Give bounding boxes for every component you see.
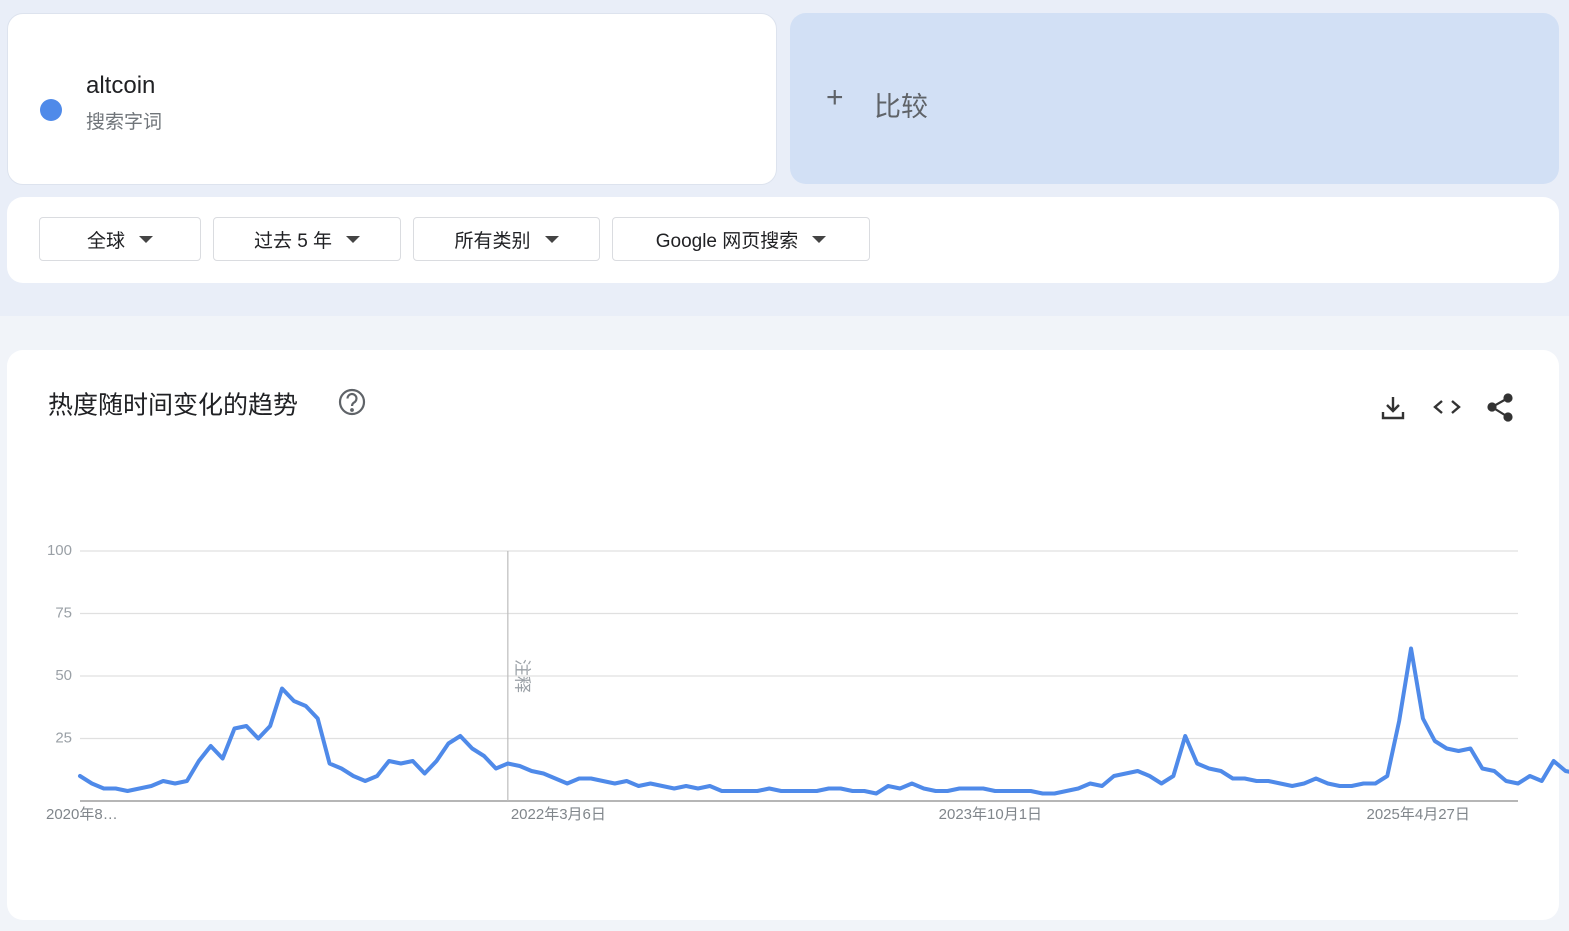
filter-region[interactable]: 全球 bbox=[39, 217, 201, 261]
trend-line bbox=[78, 646, 1569, 796]
y-tick-label: 50 bbox=[55, 667, 72, 684]
filter-text: Google 网页搜索 bbox=[655, 230, 799, 252]
y-tick-label: 25 bbox=[55, 729, 72, 746]
x-tick-label: 2020年8… bbox=[46, 806, 118, 823]
compare-label: 比较 bbox=[874, 92, 928, 122]
help-icon[interactable] bbox=[338, 388, 366, 416]
caret bbox=[812, 235, 827, 243]
filter-time[interactable]: 过去 5 年 bbox=[213, 217, 401, 261]
filter-text: 所有类别 bbox=[454, 230, 531, 252]
filter-text: 过去 5 年 bbox=[253, 230, 333, 252]
term-dot bbox=[40, 99, 62, 121]
x-tick-label: 2025年4月27日 bbox=[1367, 806, 1470, 823]
x-tick-label: 2023年10月1日 bbox=[939, 806, 1042, 823]
y-tick-label: 75 bbox=[55, 604, 72, 621]
x-tick-label: 2022年3月6日 bbox=[511, 806, 606, 823]
y-tick-label: 100 bbox=[47, 542, 72, 559]
plus-icon: + bbox=[826, 81, 844, 114]
chart-title: 热度随时间变化的趋势 bbox=[48, 392, 298, 420]
share-icon[interactable] bbox=[1487, 393, 1513, 422]
chart-card bbox=[7, 350, 1559, 920]
term-name: altcoin bbox=[86, 72, 156, 99]
filter-source[interactable]: Google 网页搜索 bbox=[612, 217, 870, 261]
caret bbox=[544, 235, 559, 243]
caret bbox=[139, 235, 153, 243]
caret bbox=[346, 235, 361, 243]
filter-text: 全球 bbox=[86, 230, 125, 252]
filter-category[interactable]: 所有类别 bbox=[413, 217, 600, 261]
embed-icon[interactable] bbox=[1433, 400, 1461, 414]
term-label: 搜索字词 bbox=[86, 112, 163, 133]
compare-card[interactable]: + 比较 bbox=[790, 13, 1559, 184]
term-card: altcoin 搜索字词 bbox=[7, 13, 777, 185]
download-icon[interactable] bbox=[1381, 397, 1405, 420]
annotation-text: 注释 bbox=[512, 659, 531, 693]
